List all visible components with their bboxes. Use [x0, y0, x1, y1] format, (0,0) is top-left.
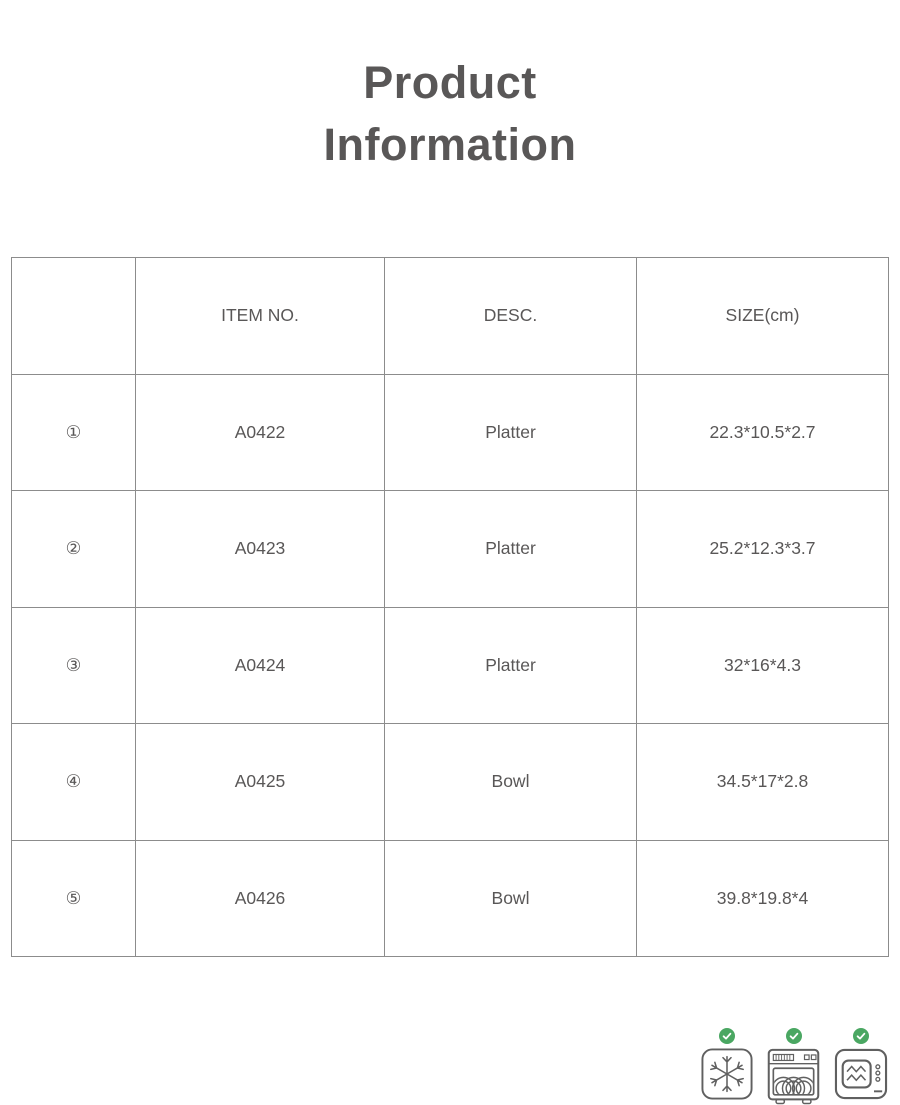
check-icon [853, 1028, 869, 1044]
header-desc: DESC. [384, 257, 637, 375]
header-index [11, 257, 136, 375]
check-icon [719, 1028, 735, 1044]
check-icon [785, 1028, 802, 1044]
size-cell: 34.5*17*2.8 [636, 723, 889, 841]
desc-cell: Bowl [384, 723, 637, 841]
desc-cell: Platter [384, 606, 637, 724]
row-number: ① [11, 373, 136, 491]
item-no-cell: A0423 [135, 490, 385, 608]
table-row: ② A0423 Platter 25.2*12.3*3.7 [11, 490, 889, 608]
item-no-cell: A0422 [135, 373, 385, 491]
item-no-cell: A0426 [135, 839, 385, 957]
page-title-line1: Product [363, 57, 537, 108]
desc-cell: Platter [384, 373, 637, 491]
product-info-table: ITEM NO. DESC. SIZE(cm) ① A0422 Platter … [11, 257, 889, 957]
table-row: ③ A0424 Platter 32*16*4.3 [11, 606, 889, 724]
table-row: ⑤ A0426 Bowl 39.8*19.8*4 [11, 839, 889, 957]
snowflake-freezer-icon [701, 1048, 753, 1100]
item-no-cell: A0425 [135, 723, 385, 841]
feature-dishwasher-safe [766, 1028, 821, 1105]
header-item-no: ITEM NO. [135, 257, 385, 375]
size-cell: 39.8*19.8*4 [636, 839, 889, 957]
size-cell: 25.2*12.3*3.7 [636, 490, 889, 608]
row-number: ③ [11, 606, 136, 724]
feature-freezer-safe [701, 1028, 753, 1100]
row-number: ⑤ [11, 839, 136, 957]
microwave-icon [834, 1048, 888, 1100]
feature-icons [701, 1028, 888, 1105]
desc-cell: Bowl [384, 839, 637, 957]
row-number: ④ [11, 723, 136, 841]
table-row: ① A0422 Platter 22.3*10.5*2.7 [11, 373, 889, 491]
row-number: ② [11, 490, 136, 608]
desc-cell: Platter [384, 490, 637, 608]
table-header-row: ITEM NO. DESC. SIZE(cm) [11, 257, 889, 375]
table-row: ④ A0425 Bowl 34.5*17*2.8 [11, 723, 889, 841]
header-size: SIZE(cm) [636, 257, 889, 375]
dishwasher-icon [767, 1048, 820, 1105]
size-cell: 32*16*4.3 [636, 606, 889, 724]
page-title: Product Information [0, 52, 900, 176]
size-cell: 22.3*10.5*2.7 [636, 373, 889, 491]
feature-microwave-safe [834, 1028, 888, 1100]
item-no-cell: A0424 [135, 606, 385, 724]
page-title-line2: Information [323, 119, 577, 170]
